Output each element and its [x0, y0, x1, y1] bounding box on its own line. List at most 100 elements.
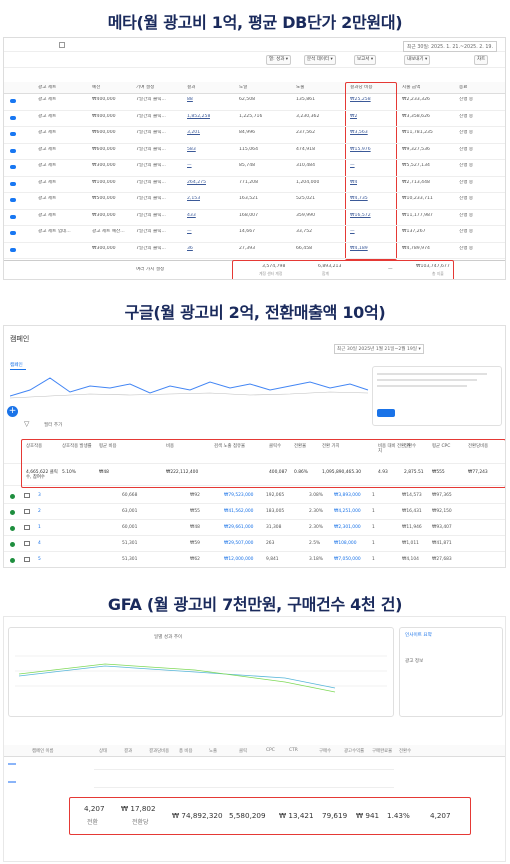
row-toggle[interactable] [10, 99, 16, 103]
gfa-col-header[interactable]: 구매완료율 [372, 749, 393, 754]
total-impressions-sub: 합계 [322, 271, 329, 276]
row-toggle[interactable] [10, 214, 16, 219]
google-col-header[interactable]: 평균 비용 [99, 444, 117, 449]
google-col-header[interactable]: 클릭수 [269, 444, 282, 449]
gfa-col-header[interactable]: 결과당비용 [149, 749, 170, 754]
col-attribution[interactable]: 기여 설정 [136, 85, 155, 90]
google-col-header[interactable]: 비용 [166, 444, 175, 449]
gfa-col-header[interactable]: 총 비용 [179, 749, 193, 754]
gfa-insight-tab[interactable]: 인사이트 요약 [405, 633, 432, 638]
columns-button[interactable]: 열: 성과 ▾ [266, 55, 292, 65]
meta-table-row[interactable]: 광고 세트 ₩600,000 7일간의 클릭... 583 115,064 474,918… [4, 144, 505, 160]
cell-attr: 7일간의 클릭... [136, 130, 166, 135]
col-end[interactable]: 종료 [459, 85, 468, 90]
gfa-col-header[interactable]: 전환수 [399, 749, 412, 754]
google-row-value: ₩3,893,000 [334, 493, 361, 498]
export-button[interactable]: 내보내기 ▾ [404, 55, 431, 65]
gfa-table-header: 캠페인 이름 상태 결과 결과당비용 총 비용 노출 클릭 CPC CTR 구매수 광고수익률 구매완… [4, 745, 505, 757]
google-col-header[interactable]: 전환 가치 [322, 444, 340, 449]
row-toggle[interactable] [10, 165, 16, 169]
gfa-col-header[interactable]: CPC [266, 748, 275, 753]
gfa-col-header[interactable]: 캠페인 이름 [32, 749, 54, 754]
google-campaign-row[interactable]: 3 60,668 ₩92 ₩79,523,000 192,065 3.08% ₩3,893,… [4, 488, 505, 504]
google-col-header[interactable]: 상호작용 발생률 [62, 444, 92, 449]
google-date-range[interactable]: 최근 30일 2025년 1월 21일~2월 19일 ▾ [334, 344, 424, 354]
gfa-col-header[interactable]: 구매수 [319, 749, 332, 754]
cell-spend: ₩2,233,326 [402, 97, 430, 102]
campaign-id[interactable]: 3 [38, 493, 41, 498]
google-col-header[interactable]: 전환당비용 [468, 444, 489, 449]
row-toggle[interactable] [10, 115, 16, 120]
col-cost-per-result[interactable]: 결과당 비용 [350, 85, 373, 90]
google-add-button[interactable]: + [7, 406, 18, 417]
gfa-col-header[interactable]: 결과 [124, 749, 133, 754]
cell-result: 36 [187, 245, 193, 251]
meta-table-row[interactable]: 광고 세트 ₩300,000 7일간의 클릭... — 85,748 310,484 — ₩5… [4, 160, 505, 177]
gfa-col-header[interactable]: 상태 [99, 749, 108, 754]
meta-table-row[interactable]: 광고 세트 ₩300,000 7일간의 클릭... 433 168,007 359,990… [4, 210, 505, 226]
gfa-col-header[interactable]: 노출 [209, 749, 218, 754]
row-toggle[interactable] [10, 247, 16, 252]
gfa-col-header[interactable]: CTR [289, 748, 298, 753]
google-campaign-row[interactable]: 2 63,001 ₩55 ₩41,562,000 183,005 2.30% ₩4,251,… [4, 504, 505, 520]
reports-button[interactable]: 보고서 ▾ [354, 55, 377, 65]
cell-name: 광고 세트 [38, 113, 57, 119]
col-spend[interactable]: 지출 금액 [402, 85, 421, 90]
gfa-col-header[interactable]: 클릭 [239, 749, 248, 754]
col-results[interactable]: 결과 [187, 85, 196, 90]
campaign-id[interactable]: 1 [38, 525, 41, 530]
breakdown-button[interactable]: 분석 데이터 ▾ [304, 55, 336, 65]
google-row-value: 51,301 [122, 541, 138, 546]
meta-table-row[interactable]: 광고 세트 ₩400,000 7일간의 클릭... 88 62,508 135,861 ₩2… [4, 94, 505, 111]
col-reach[interactable]: 도달 [239, 85, 248, 90]
google-campaign-row[interactable]: 5 51,301 ₩62 ₩12,000,000 9,841 3.18% ₩7,050,00… [4, 552, 505, 567]
cell-name: 광고 세트 [38, 97, 57, 102]
date-range-picker[interactable]: 최근 30일: 2025. 1. 21.~2025. 2. 19. [402, 41, 497, 52]
filter-icon[interactable]: ▽ [24, 420, 30, 428]
checkbox[interactable] [59, 42, 65, 48]
gfa-panel: 일별 성과 추이 인사이트 요약 광고 정보 캠페인 이름 상태 결과 결과당비용 총 … [3, 616, 506, 862]
campaign-id[interactable]: 5 [38, 557, 41, 562]
google-campaign-row[interactable]: 4 51,301 ₩59 ₩29,507,000 263 2.5% ₩108,000 1 ₩1,… [4, 536, 505, 552]
google-col-header[interactable]: 평균 CPC [432, 444, 451, 449]
meta-table-row[interactable]: 광고 세트 ₩500,000 7일간의 클릭... 2,153 163,521 525,0… [4, 193, 505, 210]
cell-attr: 7일간의 클릭... [136, 196, 166, 201]
chart-button[interactable]: 차트 [474, 55, 489, 65]
row-toggle[interactable] [10, 148, 16, 153]
google-summary-header: 상호작용 상호작용 발생률 평균 비용 비용 검색 노출 점유율 클릭수 전환율 전환 가치 비… [4, 438, 505, 464]
google-card-button[interactable] [377, 409, 395, 417]
status-dot [10, 526, 15, 531]
google-row-value: 1 [372, 493, 375, 498]
row-toggle[interactable] [10, 181, 16, 186]
campaign-id[interactable]: 2 [38, 509, 41, 514]
col-impressions[interactable]: 노출 [296, 85, 305, 90]
row-toggle[interactable] [10, 231, 16, 235]
row-toggle[interactable] [10, 132, 16, 136]
google-col-header[interactable]: 전환율 [294, 444, 307, 449]
meta-table-row[interactable]: 광고 세트 ₩100,000 7일간의 클릭... 264,275 771,208 1,2… [4, 177, 505, 193]
google-col-header[interactable]: 검색 노출 점유율 [214, 444, 246, 449]
meta-table-row[interactable]: 광고 세트 ₩600,000 7일간의 클릭... 3,201 84,996 237,56… [4, 127, 505, 144]
google-col-header[interactable]: 비용 대비 전환 가치 [378, 444, 411, 454]
total-spend: ₩103,747,677 [416, 264, 450, 269]
campaign-icon [24, 557, 30, 562]
google-campaign-row[interactable]: 1 60,001 ₩48 ₩29,661,000 31,308 2.30% ₩2,301,0… [4, 520, 505, 536]
cell-result: — [187, 163, 192, 168]
row-toggle[interactable] [10, 198, 16, 202]
cell-result: 88 [187, 97, 193, 102]
google-tab-campaign[interactable]: 캠페인 [10, 363, 23, 368]
cell-imps: 1,204,000 [296, 179, 320, 185]
total-cost-per-result: — [388, 267, 393, 272]
campaign-id[interactable]: 4 [38, 541, 41, 546]
gfa-col-header[interactable]: 광고수익률 [344, 749, 365, 754]
col-adset[interactable]: 광고 세트 [38, 85, 57, 90]
google-row-value: 1 [372, 525, 375, 530]
meta-table-row[interactable]: 광고 세트 ₩400,000 7일간의 클릭... 1,852,258 1,225,71… [4, 111, 505, 127]
cell-spend: ₩9,327,536 [402, 146, 430, 152]
meta-table-row[interactable]: ₩300,000 7일간의 클릭... 36 27,393 66,458 ₩4,189 ₩4… [4, 243, 505, 259]
google-filter[interactable]: 필터 추가 [44, 423, 63, 428]
google-col-header[interactable]: 상호작용 [26, 444, 43, 449]
col-budget[interactable]: 예산 [92, 85, 101, 90]
meta-table-row[interactable]: 광고 세트 업데... 광고 세트 예산... 7일간의 클릭... — 14,667 3… [4, 226, 505, 243]
google-col-header[interactable]: 전환수 [404, 444, 417, 449]
